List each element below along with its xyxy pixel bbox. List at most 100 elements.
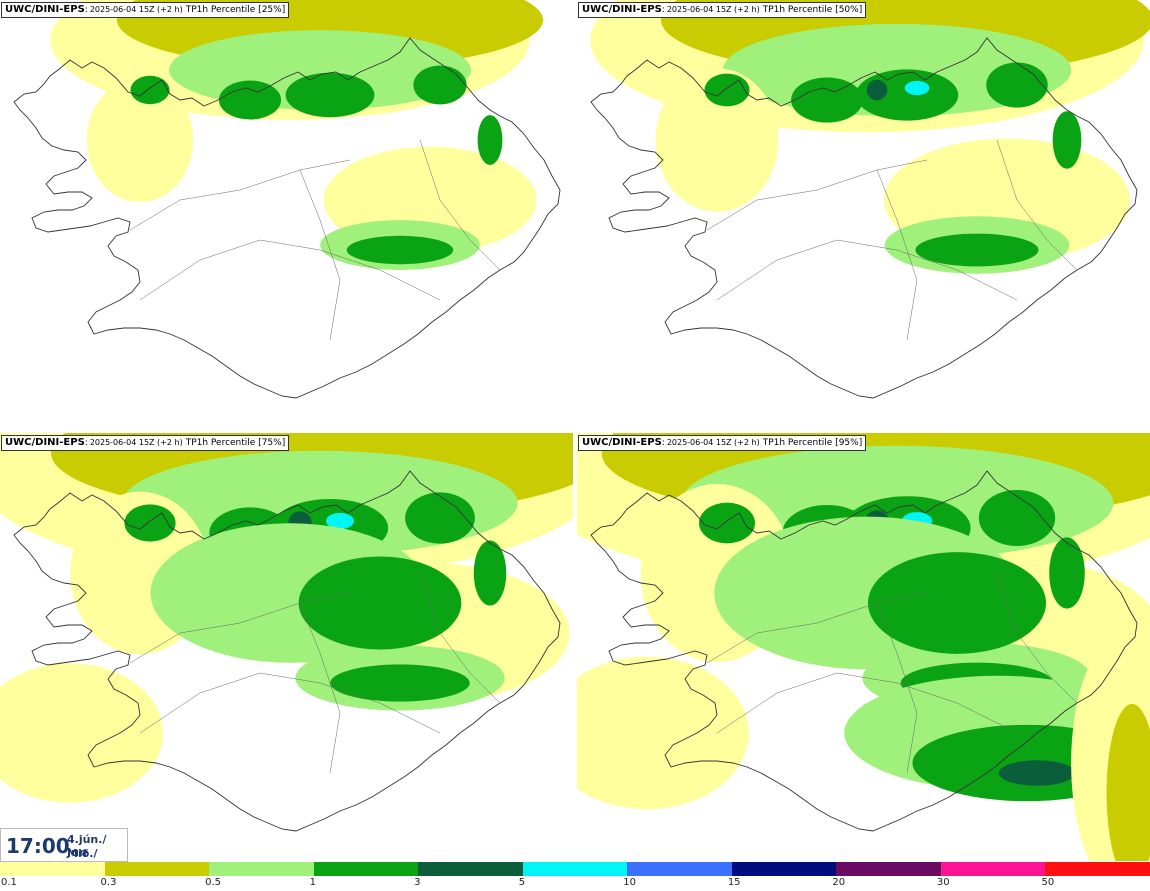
precip-area-cyan	[326, 512, 354, 530]
precip-map	[13, 0, 561, 399]
title-sep: :	[84, 438, 88, 448]
precip-area-green	[330, 664, 470, 702]
precip-area-light-yellow	[0, 663, 163, 803]
model-name: UWC/DINI-EPS	[5, 437, 85, 448]
map-panel-p50: UWC/DINI-EPS: 2025-06-04 15Z (+2 h) TP1h P…	[577, 0, 1150, 428]
precip-area-green	[699, 502, 755, 544]
road-line	[996, 139, 1078, 271]
road-line	[129, 159, 351, 231]
legend-tick-label: 1	[309, 877, 316, 888]
legend-color-9	[940, 862, 1046, 876]
title-sep: :	[661, 5, 665, 15]
precip-area-green	[218, 80, 282, 120]
road-line	[706, 592, 928, 664]
legend-tick-label: 0.1	[1, 877, 17, 888]
legend-tick-label: 10	[623, 877, 636, 888]
model-name: UWC/DINI-EPS	[582, 4, 662, 15]
precip-area-green	[473, 540, 507, 606]
road-line	[299, 602, 341, 774]
legend-color-7	[731, 862, 837, 876]
precip-area-green	[1049, 537, 1085, 609]
road-line	[876, 602, 918, 774]
precip-area-light-yellow	[577, 656, 749, 810]
iceland-coastline	[590, 470, 1138, 832]
precip-area-green	[1052, 111, 1082, 169]
field-name: TP1h Percentile [75%]	[185, 438, 286, 448]
legend-tick-label: 15	[727, 877, 741, 888]
precip-area-dark-green	[998, 760, 1076, 786]
valid-time-box: 17:00 4.jún./ Jun Mið./ Wed	[0, 828, 128, 873]
legend-tick-label: 50	[1041, 877, 1055, 888]
road-line	[706, 159, 928, 231]
run-time: 2025-06-04 15Z (+2 h)	[89, 438, 183, 447]
precip-map	[577, 433, 1150, 861]
precip-area-green	[867, 552, 1047, 654]
precip-area-light-yellow	[655, 68, 779, 212]
run-time: 2025-06-04 15Z (+2 h)	[666, 438, 760, 447]
precip-area-green	[986, 62, 1048, 108]
precip-area-green	[915, 233, 1039, 267]
iceland-coastline	[13, 37, 561, 399]
iceland-coastline	[13, 470, 561, 832]
legend-color-10	[1045, 862, 1150, 876]
panel-title: UWC/DINI-EPS: 2025-06-04 15Z (+2 h) TP1h P…	[578, 2, 867, 18]
precip-area-green	[346, 235, 454, 265]
legend-color-2	[209, 862, 315, 876]
precip-area-dark-green	[866, 79, 888, 101]
run-time: 2025-06-04 15Z (+2 h)	[89, 5, 183, 14]
precip-area-green	[704, 73, 750, 107]
precip-area-green	[477, 115, 503, 165]
precip-area-cyan	[904, 80, 930, 96]
precip-area-green	[413, 65, 467, 105]
legend-tick-label: 3	[414, 877, 421, 888]
valid-time: 17:00	[6, 834, 70, 858]
road-line	[716, 672, 1018, 734]
field-name: TP1h Percentile [25%]	[185, 5, 286, 15]
road-line	[716, 239, 1018, 301]
precip-area-green	[405, 492, 475, 544]
legend-color-5	[522, 862, 628, 876]
panel-title: UWC/DINI-EPS: 2025-06-04 15Z (+2 h) TP1h P…	[1, 2, 290, 18]
legend-color-0	[0, 862, 106, 876]
panel-title: UWC/DINI-EPS: 2025-06-04 15Z (+2 h) TP1h P…	[578, 435, 867, 451]
road-line	[996, 572, 1078, 704]
road-line	[419, 139, 501, 271]
road-line	[139, 239, 441, 301]
field-name: TP1h Percentile [95%]	[762, 438, 863, 448]
legend-color-8	[836, 862, 942, 876]
title-sep: :	[84, 5, 88, 15]
run-time: 2025-06-04 15Z (+2 h)	[666, 5, 760, 14]
color-legend: 0.1 0.3 0.5 1 3 5 10 15 20 30 50	[0, 862, 1150, 891]
legend-tick-label: 0.5	[205, 877, 221, 888]
map-panel-p25: UWC/DINI-EPS: 2025-06-04 15Z (+2 h) TP1h P…	[0, 0, 573, 428]
map-panel-p95: UWC/DINI-EPS: 2025-06-04 15Z (+2 h) TP1h P…	[577, 433, 1150, 861]
valid-date: 4.jún./ Jun	[67, 833, 107, 859]
precip-area-green	[298, 556, 462, 650]
precip-area-green	[791, 77, 863, 123]
precip-map	[0, 433, 573, 832]
precip-area-olive	[1106, 703, 1150, 861]
title-sep: :	[661, 438, 665, 448]
legend-color-4	[418, 862, 524, 876]
precip-area-green	[285, 72, 375, 118]
road-line	[419, 572, 501, 704]
field-name: TP1h Percentile [50%]	[762, 5, 863, 15]
legend-color-6	[627, 862, 733, 876]
road-line	[129, 592, 351, 664]
legend-tick-label: 0.3	[100, 877, 117, 888]
road-line	[876, 169, 918, 341]
precip-area-light-yellow	[86, 77, 194, 203]
precip-area-green	[130, 75, 170, 105]
model-name: UWC/DINI-EPS	[5, 4, 85, 15]
road-line	[299, 169, 341, 341]
iceland-coastline	[590, 37, 1138, 399]
panel-title: UWC/DINI-EPS: 2025-06-04 15Z (+2 h) TP1h P…	[1, 435, 290, 451]
legend-color-3	[313, 862, 419, 876]
precip-map	[590, 0, 1150, 399]
precip-area-green	[978, 490, 1056, 546]
road-line	[139, 672, 441, 734]
legend-color-1	[104, 862, 210, 876]
legend-tick-label: 5	[518, 877, 526, 888]
model-name: UWC/DINI-EPS	[582, 437, 662, 448]
legend-tick-label: 20	[832, 877, 846, 888]
